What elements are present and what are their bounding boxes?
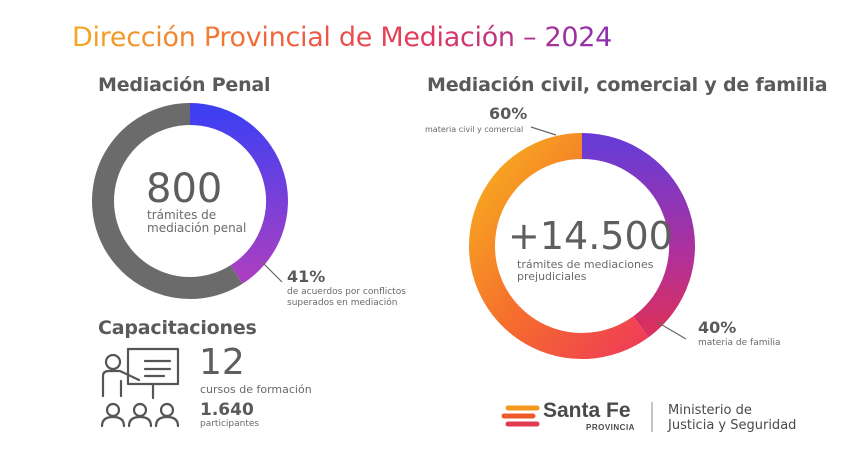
- cursos-number: 12: [199, 342, 245, 383]
- penal-total-label-2: mediación penal: [147, 221, 247, 235]
- page-title: Dirección Provincial de Mediación – 2024: [72, 22, 612, 53]
- penal-total: 800: [146, 166, 223, 212]
- penal-agreements-slice: [189, 103, 288, 284]
- participantes-number: 1.640: [200, 400, 254, 420]
- penal-remaining-slice: [92, 103, 243, 299]
- civil-total-label-2: prejudiciales: [517, 270, 587, 283]
- penal-pct-desc-2: superados en mediación: [287, 298, 398, 308]
- civil-comercial-slice: [469, 133, 649, 359]
- capacitaciones-heading: Capacitaciones: [98, 317, 257, 339]
- ministry-line-1: Ministerio de: [668, 403, 752, 418]
- civil-b-desc: materia de familia: [698, 338, 781, 348]
- ministry-line-2: Justicia y Seguridad: [668, 418, 797, 433]
- penal-pct-label: 41%: [287, 267, 326, 286]
- penal-leader-line: [261, 261, 283, 283]
- civil-a-desc: materia civil y comercial: [425, 125, 524, 134]
- civil-a-pct: 60%: [489, 104, 528, 123]
- civil-heading: Mediación civil, comercial y de familia: [427, 74, 828, 96]
- brand-name: Santa Fe: [543, 399, 631, 422]
- cursos-label: cursos de formación: [200, 383, 312, 396]
- civil-b-leader-line: [656, 321, 687, 340]
- penal-heading: Mediación Penal: [98, 74, 271, 96]
- penal-total-label-1: trámites de: [147, 208, 217, 222]
- participantes-label: participantes: [200, 419, 260, 429]
- civil-a-leader-line: [530, 126, 557, 136]
- civil-total-label-1: trámites de mediaciones: [517, 258, 654, 271]
- civil-total: +14.500: [508, 214, 673, 258]
- penal-pct-desc-1: de acuerdos por conflictos: [287, 287, 406, 297]
- brand-sub: PROVINCIA: [586, 423, 635, 432]
- civil-b-pct: 40%: [698, 318, 737, 337]
- civil-familia-slice: [581, 133, 695, 338]
